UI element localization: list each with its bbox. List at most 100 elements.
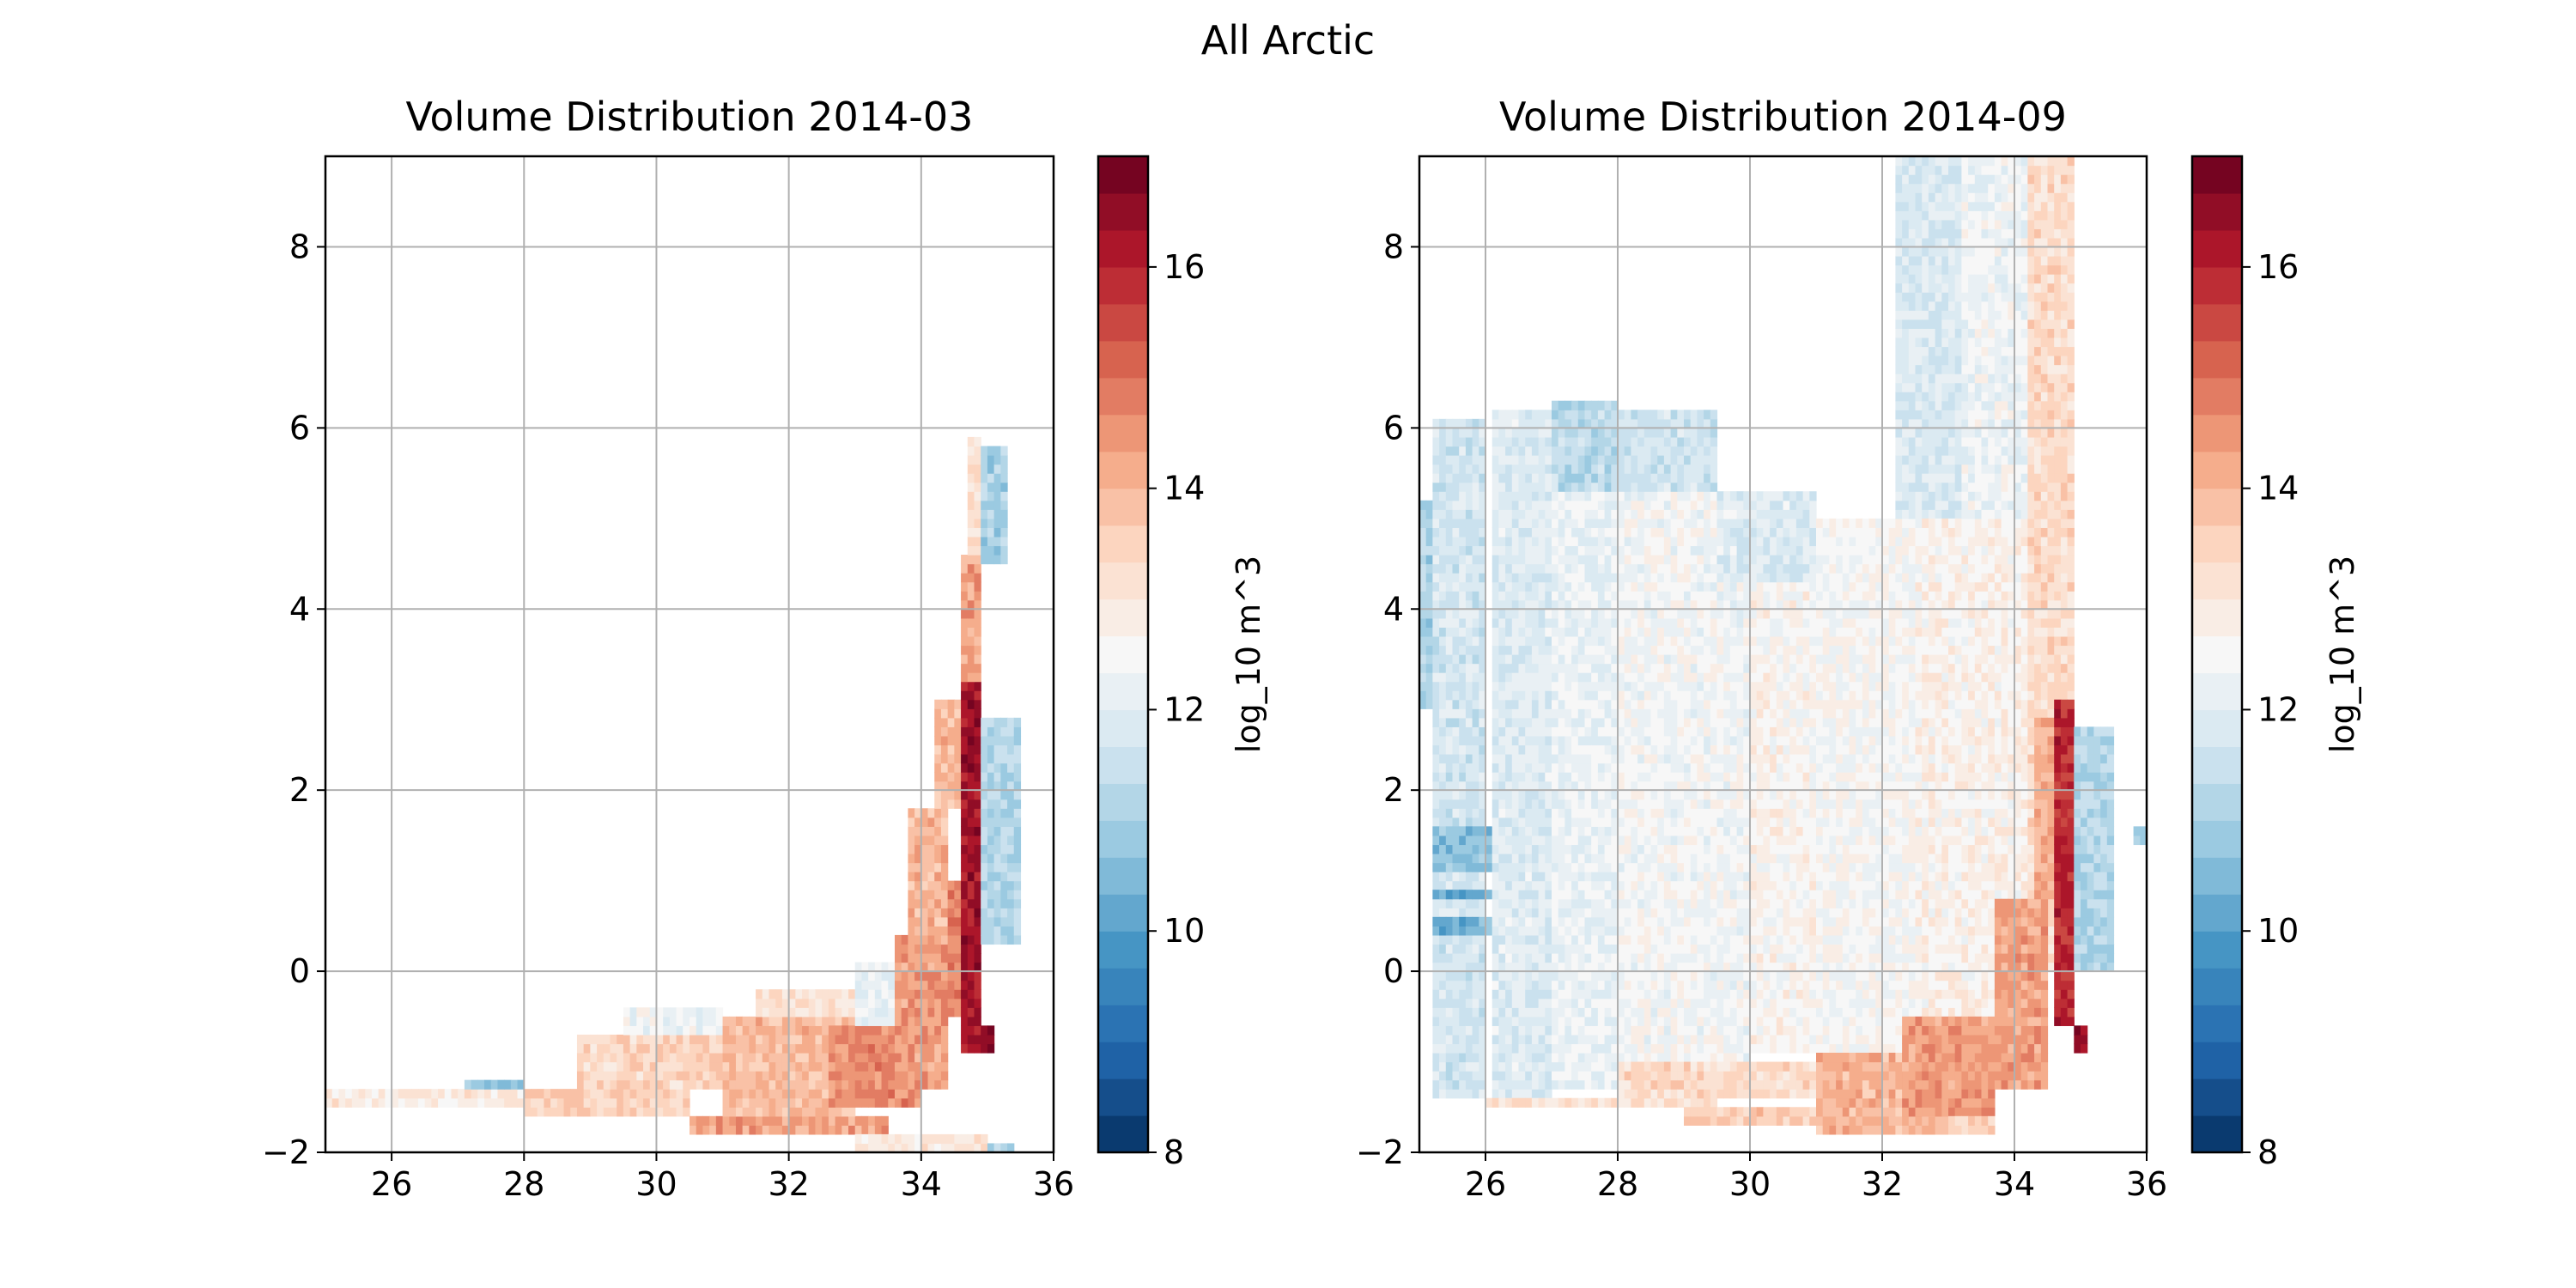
- heatmap-cell: [835, 1079, 842, 1090]
- heatmap-cell: [1624, 817, 1631, 827]
- heatmap-cell: [1704, 781, 1711, 791]
- heatmap-cell: [1492, 872, 1499, 882]
- heatmap-cell: [1419, 635, 1427, 647]
- heatmap-cell: [385, 1097, 392, 1108]
- heatmap-cell: [1531, 654, 1540, 665]
- heatmap-cell: [987, 473, 995, 483]
- heatmap-cell: [1498, 418, 1506, 428]
- heatmap-cell: [1690, 835, 1698, 846]
- heatmap-cell: [1631, 500, 1638, 510]
- heatmap-cell: [1013, 908, 1022, 918]
- heatmap-cell: [934, 980, 942, 990]
- heatmap-cell: [1577, 428, 1586, 438]
- heatmap-cell: [781, 1115, 790, 1126]
- heatmap-cell: [1552, 663, 1559, 673]
- heatmap-cell: [1577, 854, 1586, 864]
- heatmap-cell: [947, 916, 955, 927]
- heatmap-cell: [1013, 835, 1022, 846]
- heatmap-cell: [1670, 781, 1678, 791]
- heatmap-cell: [1439, 536, 1447, 547]
- heatmap-cell: [1611, 817, 1619, 827]
- heatmap-cell: [1571, 599, 1579, 610]
- heatmap-cell: [1545, 645, 1552, 655]
- heatmap-cell: [940, 980, 949, 990]
- heatmap-cell: [1710, 627, 1718, 637]
- heatmap-cell: [1452, 455, 1460, 465]
- heatmap-cell: [974, 726, 981, 737]
- heatmap-cell: [663, 1025, 671, 1036]
- heatmap-cell: [815, 1025, 823, 1036]
- heatmap-cell: [1492, 599, 1499, 610]
- heatmap-cell: [1459, 916, 1467, 927]
- heatmap-cell: [1663, 509, 1672, 519]
- heatmap-cell: [1690, 591, 1698, 601]
- heatmap-cell: [1498, 844, 1506, 854]
- heatmap-cell: [1618, 690, 1625, 701]
- heatmap-cell: [1545, 744, 1552, 755]
- heatmap-cell: [1670, 545, 1678, 556]
- heatmap-cell: [1591, 962, 1599, 972]
- heatmap-cell: [888, 1043, 896, 1054]
- heatmap-cell: [702, 1007, 710, 1018]
- heatmap-cell: [1558, 962, 1565, 972]
- heatmap-cell: [1545, 672, 1552, 683]
- heatmap-cell: [1716, 854, 1724, 864]
- heatmap-cell: [835, 1115, 842, 1126]
- heatmap-cell: [550, 1089, 558, 1099]
- heatmap-cell: [1000, 862, 1008, 872]
- heatmap-cell: [1591, 980, 1599, 990]
- heatmap-cell: [1624, 1034, 1631, 1045]
- heatmap-cell: [1538, 799, 1546, 809]
- heatmap-cell: [1584, 482, 1592, 492]
- heatmap-cell: [1650, 609, 1658, 619]
- heatmap-cell: [1472, 654, 1479, 665]
- heatmap-cell: [1624, 944, 1631, 954]
- heatmap-cell: [1432, 464, 1440, 474]
- heatmap-cell: [1690, 808, 1698, 818]
- heatmap-cell: [1558, 699, 1565, 709]
- heatmap-cell: [1538, 509, 1546, 519]
- heatmap-cell: [981, 890, 988, 900]
- heatmap-cell: [656, 1079, 664, 1090]
- heatmap-cell: [981, 835, 988, 846]
- heatmap-cell: [1439, 744, 1447, 755]
- heatmap-cell: [1697, 844, 1704, 854]
- heatmap-cell: [1577, 980, 1586, 990]
- heatmap-cell: [524, 1107, 532, 1117]
- heatmap-cell: [1498, 762, 1506, 773]
- heatmap-cell: [1432, 808, 1440, 818]
- heatmap-cell: [1637, 1025, 1645, 1036]
- heatmap-cell: [1657, 781, 1665, 791]
- heatmap-cell: [1677, 898, 1685, 908]
- heatmap-cell: [1657, 926, 1665, 936]
- heatmap-cell: [1716, 898, 1724, 908]
- heatmap-cell: [1432, 699, 1440, 709]
- heatmap-cell: [815, 1053, 823, 1063]
- heatmap-cell: [914, 1089, 922, 1099]
- heatmap-cell: [1479, 817, 1486, 827]
- heatmap-cell: [1472, 962, 1479, 972]
- heatmap-cell: [1663, 754, 1672, 764]
- heatmap-cell: [828, 1025, 836, 1036]
- heatmap-cell: [1531, 826, 1540, 836]
- heatmap-cell: [954, 989, 962, 999]
- heatmap-cell: [781, 1107, 790, 1117]
- heatmap-cell: [1498, 817, 1506, 827]
- heatmap-cell: [1564, 916, 1572, 927]
- heatmap-cell: [934, 916, 942, 927]
- heatmap-cell: [1690, 1007, 1698, 1018]
- heatmap-cell: [1631, 617, 1638, 628]
- heatmap-cell: [1663, 1016, 1672, 1026]
- heatmap-cell: [1472, 555, 1479, 565]
- heatmap-cell: [1631, 491, 1638, 501]
- heatmap-cell: [1663, 817, 1672, 827]
- heatmap-cell: [1564, 645, 1572, 655]
- heatmap-cell: [1472, 790, 1479, 800]
- heatmap-cell: [1459, 635, 1467, 647]
- heatmap-cell: [729, 1107, 737, 1117]
- heatmap-cell: [987, 754, 995, 764]
- heatmap-cell: [1459, 591, 1467, 601]
- heatmap-cell: [1631, 989, 1638, 999]
- heatmap-cell: [1479, 790, 1486, 800]
- heatmap-cell: [1710, 862, 1718, 872]
